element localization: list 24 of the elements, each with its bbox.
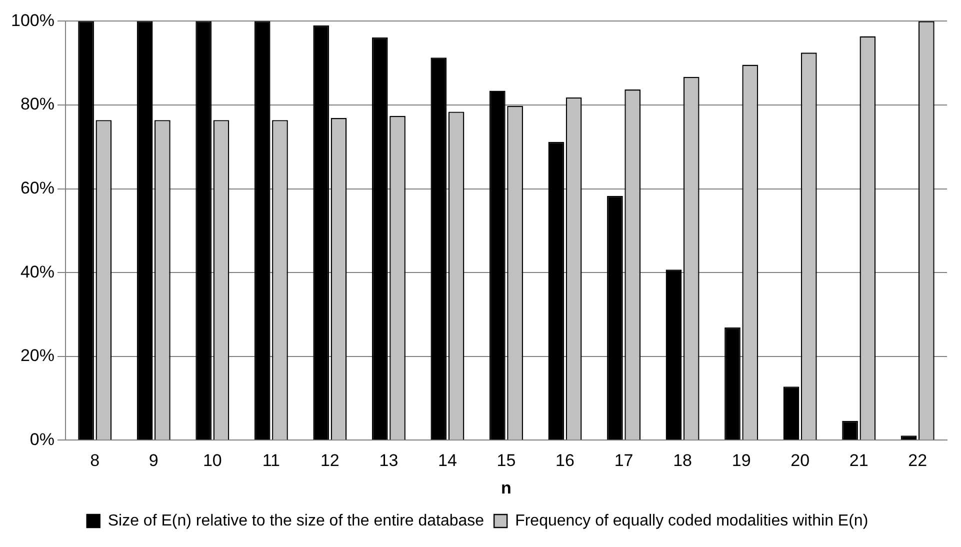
x-tick-label: 22 <box>908 451 928 470</box>
y-tick-label: 80% <box>20 94 54 114</box>
x-tick-label: 21 <box>849 451 868 470</box>
x-tick-label: 18 <box>673 451 692 470</box>
x-tick-label: 8 <box>90 451 100 470</box>
legend-label: Size of E(n) relative to the size of the entire database <box>108 512 484 530</box>
x-tick-label: 13 <box>379 451 398 470</box>
x-tick-label: 10 <box>202 451 222 470</box>
y-tick-label: 40% <box>20 262 54 282</box>
x-tick-label: 16 <box>556 451 574 470</box>
legend-label: Frequency of equally coded modalities within E(n) <box>515 512 868 530</box>
x-axis-title: n <box>501 478 512 498</box>
x-tick-label: 11 <box>262 451 280 470</box>
y-tick-label: 60% <box>20 178 54 198</box>
x-tick-label: 9 <box>148 451 158 470</box>
x-tick-label: 19 <box>732 451 751 470</box>
x-tick-label: 15 <box>496 451 516 470</box>
x-tick-label: 12 <box>320 451 340 470</box>
x-tick-label: 17 <box>614 451 634 470</box>
y-tick-label: 0% <box>30 430 54 449</box>
x-tick-label: 20 <box>790 451 810 470</box>
x-tick-label: 14 <box>438 451 457 470</box>
y-tick-label: 100% <box>10 10 54 30</box>
y-tick-label: 20% <box>20 346 54 366</box>
